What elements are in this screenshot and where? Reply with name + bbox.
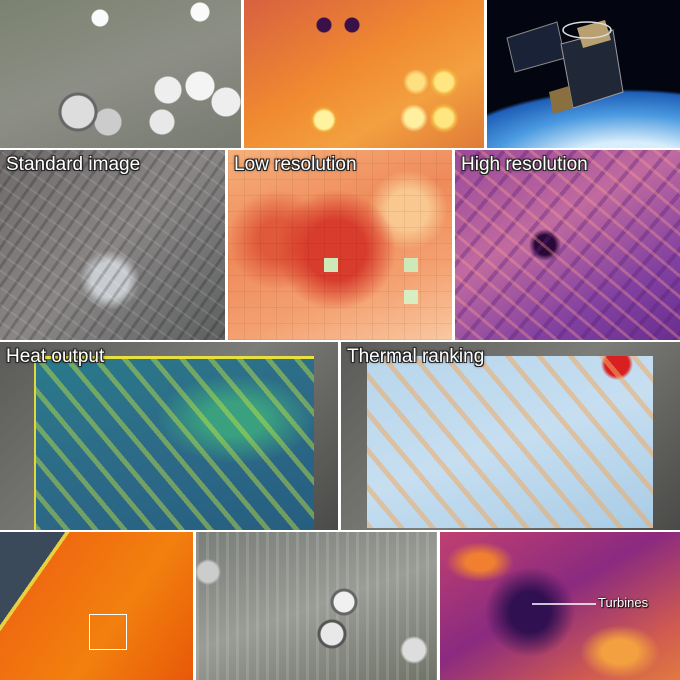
standard-image: Standard image (0, 150, 225, 340)
low-resolution-image: Low resolution (228, 150, 452, 340)
high-resolution-image: High resolution (455, 150, 680, 340)
panel-label: Thermal ranking (347, 346, 485, 367)
panel-label: Standard image (6, 154, 141, 175)
highlight-box (89, 614, 127, 650)
oil-tanks-photo (0, 0, 241, 148)
panel-label: Heat output (6, 346, 105, 367)
satellite-photo (487, 0, 680, 148)
heat-overlay (34, 356, 314, 530)
panel-label: High resolution (461, 154, 588, 175)
heat-output-image: Heat output (0, 342, 338, 530)
pixel (404, 258, 418, 272)
ranking-overlay (367, 356, 653, 528)
thermal-ranking-image: Thermal ranking (341, 342, 680, 530)
panel-label: Low resolution (234, 154, 357, 175)
pixel (324, 258, 338, 272)
airfield-thermal (0, 532, 193, 680)
oil-tanks-thermal (244, 0, 484, 148)
annotation-line (532, 603, 596, 605)
annotation-label: Turbines (598, 595, 649, 610)
pixel-grid (228, 150, 452, 340)
satellite-drawing (506, 20, 624, 114)
pixel (404, 290, 418, 304)
power-station-photo (196, 532, 437, 680)
power-station-thermal: Turbines (440, 532, 680, 680)
